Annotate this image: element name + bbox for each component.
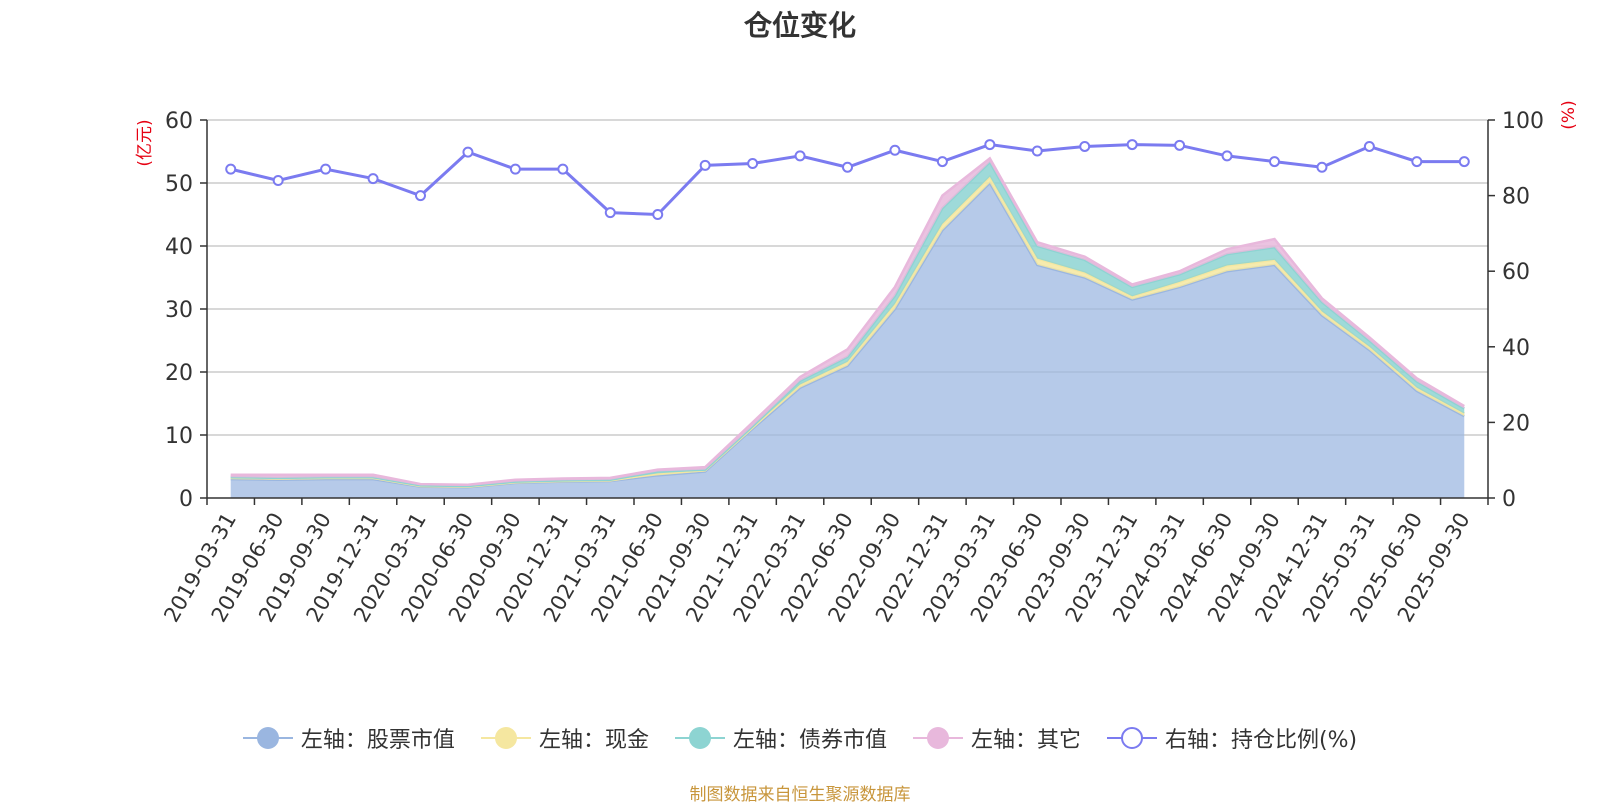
ratio-point <box>1317 163 1326 172</box>
legend-item[interactable]: 左轴：债券市值 <box>675 722 887 754</box>
ratio-point <box>274 176 283 185</box>
ratio-point <box>843 163 852 172</box>
ratio-point <box>226 165 235 174</box>
ratio-point <box>321 165 330 174</box>
legend: 左轴：股票市值 左轴：现金 左轴：债券市值 左轴：其它 右轴：持仓比例(%) <box>0 722 1600 754</box>
ratio-line-path <box>231 145 1465 215</box>
right-axis-tick-label: 40 <box>1502 336 1530 361</box>
left-axis-tick-label: 30 <box>165 298 193 323</box>
legend-item[interactable]: 左轴：其它 <box>913 722 1081 754</box>
ratio-point <box>1460 157 1469 166</box>
left-axis-tick-label: 0 <box>179 487 193 512</box>
ratio-point <box>463 148 472 157</box>
left-axis-tick-label: 40 <box>165 235 193 260</box>
right-axis-tick-label: 20 <box>1502 411 1530 436</box>
ratio-point <box>1412 157 1421 166</box>
ratio-point <box>416 191 425 200</box>
left-axis-tick-label: 50 <box>165 172 193 197</box>
legend-symbol <box>1107 727 1157 749</box>
ratio-point <box>748 159 757 168</box>
ratio-point <box>701 161 710 170</box>
legend-label: 左轴：债券市值 <box>733 722 887 754</box>
legend-item[interactable]: 左轴：股票市值 <box>243 722 455 754</box>
ratio-point <box>1223 151 1232 160</box>
left-axis-unit: (亿元) <box>135 119 155 166</box>
left-axis-tick-label: 10 <box>165 424 193 449</box>
left-axis-tick-label: 60 <box>165 109 193 134</box>
legend-label: 左轴：其它 <box>971 722 1081 754</box>
ratio-point <box>606 208 615 217</box>
ratio-point <box>1080 142 1089 151</box>
ratio-point <box>1033 146 1042 155</box>
ratio-point <box>1175 141 1184 150</box>
legend-label: 右轴：持仓比例(%) <box>1165 722 1357 754</box>
right-axis-tick-label: 0 <box>1502 487 1516 512</box>
ratio-point <box>653 210 662 219</box>
data-source-note: 制图数据来自恒生聚源数据库 <box>0 780 1600 805</box>
ratio-point <box>938 157 947 166</box>
ratio-point <box>796 151 805 160</box>
right-axis-tick-label: 60 <box>1502 260 1530 285</box>
legend-symbol <box>243 727 293 749</box>
area-series-1 <box>231 183 1465 498</box>
legend-item[interactable]: 右轴：持仓比例(%) <box>1107 722 1357 754</box>
legend-label: 左轴：股票市值 <box>301 722 455 754</box>
ratio-point <box>985 140 994 149</box>
right-axis-tick-label: 80 <box>1502 185 1530 210</box>
ratio-line <box>226 140 1469 219</box>
legend-symbol <box>913 727 963 749</box>
stacked-areas <box>231 158 1465 498</box>
ratio-point <box>1365 142 1374 151</box>
legend-symbol <box>481 727 531 749</box>
ratio-point <box>511 165 520 174</box>
legend-item[interactable]: 左轴：现金 <box>481 722 649 754</box>
chart-area: 01020304050600204060801002019-03-312019-… <box>0 0 1600 800</box>
legend-symbol <box>675 727 725 749</box>
left-axis-tick-label: 20 <box>165 361 193 386</box>
right-axis-tick-label: 100 <box>1502 109 1544 134</box>
ratio-point <box>1128 140 1137 149</box>
legend-label: 左轴：现金 <box>539 722 649 754</box>
right-axis-unit: (%) <box>1559 100 1579 129</box>
ratio-point <box>890 146 899 155</box>
ratio-point <box>369 174 378 183</box>
ratio-point <box>558 165 567 174</box>
ratio-point <box>1270 157 1279 166</box>
